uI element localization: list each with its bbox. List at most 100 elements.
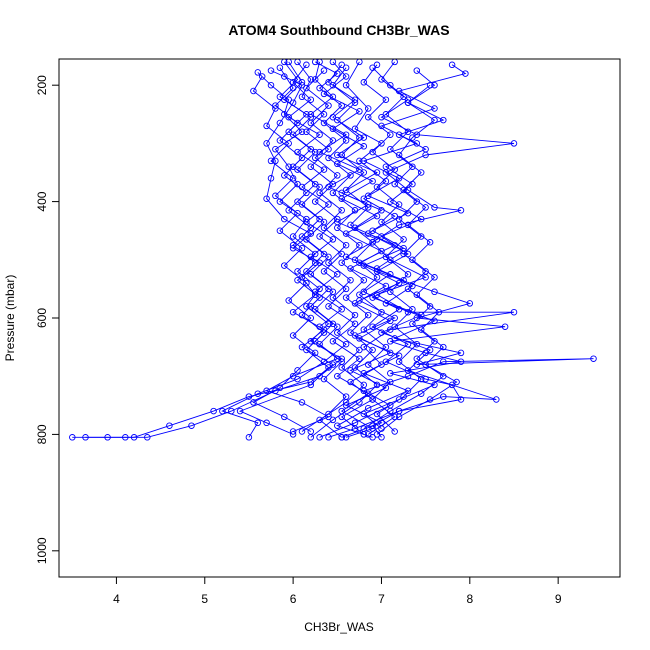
data-point — [307, 145, 315, 153]
data-point — [281, 96, 288, 103]
data-point — [334, 355, 341, 362]
data-point — [303, 189, 310, 197]
data-point — [369, 148, 376, 156]
data-point — [360, 262, 368, 269]
data-point — [378, 113, 385, 121]
data-point — [347, 265, 354, 272]
data-point — [382, 282, 390, 290]
data-point — [422, 204, 429, 211]
data-point — [378, 361, 385, 368]
data-point — [276, 384, 284, 392]
data-point — [303, 268, 310, 275]
data-point — [285, 163, 292, 170]
data-point — [303, 128, 310, 136]
data-point — [329, 361, 337, 368]
data-point — [400, 93, 407, 101]
series-layer — [69, 58, 597, 441]
data-point — [329, 416, 337, 424]
y-tick-label: 200 — [35, 75, 49, 95]
y-axis-label: Pressure (mbar) — [3, 275, 17, 362]
data-point — [356, 58, 363, 66]
data-point — [272, 192, 279, 200]
data-point — [409, 282, 416, 290]
data-point — [316, 183, 323, 191]
data-point — [356, 259, 363, 266]
data-point — [320, 166, 328, 173]
data-point — [276, 93, 284, 101]
data-point — [311, 338, 319, 345]
data-point — [325, 201, 332, 208]
data-point — [360, 370, 368, 377]
data-point — [356, 291, 363, 298]
data-point — [431, 274, 438, 281]
data-point — [369, 346, 376, 354]
data-point — [369, 434, 376, 441]
data-point — [448, 61, 456, 69]
data-point — [404, 308, 412, 316]
data-point — [334, 422, 341, 429]
data-point — [369, 177, 376, 185]
data-point — [457, 358, 465, 365]
data-point — [493, 396, 500, 403]
series-line — [363, 64, 422, 432]
data-point — [351, 364, 359, 371]
data-point — [391, 323, 398, 330]
data-point — [254, 69, 262, 76]
data-point — [369, 239, 376, 246]
data-point — [378, 233, 385, 240]
data-point — [298, 79, 306, 86]
data-point — [334, 215, 341, 223]
data-point — [387, 81, 394, 89]
data-point — [457, 396, 465, 403]
data-point — [338, 207, 345, 214]
data-point — [338, 306, 345, 313]
data-point — [325, 320, 332, 328]
series-line — [305, 70, 365, 438]
data-point — [329, 189, 337, 197]
data-point — [378, 434, 385, 441]
data-point — [320, 268, 328, 275]
data-point — [285, 128, 292, 136]
y-tick-label: 400 — [35, 191, 49, 211]
data-point — [409, 256, 416, 264]
series-line — [72, 70, 334, 438]
data-point — [316, 294, 323, 301]
series-18 — [329, 64, 398, 438]
data-point — [382, 384, 390, 392]
data-point — [329, 137, 337, 144]
data-point — [254, 390, 262, 397]
data-point — [329, 288, 337, 296]
data-point — [285, 297, 292, 304]
x-tick-label: 8 — [466, 592, 473, 606]
series-20 — [373, 81, 460, 438]
data-point — [409, 134, 416, 141]
data-point — [382, 111, 390, 118]
data-point — [294, 375, 301, 383]
series-line — [319, 61, 594, 438]
data-point — [409, 163, 416, 170]
data-point — [391, 335, 398, 342]
data-point — [316, 372, 323, 380]
data-point — [510, 140, 518, 147]
x-tick-label: 9 — [555, 592, 562, 606]
data-point — [338, 102, 345, 109]
data-point — [325, 285, 332, 293]
data-point — [267, 157, 275, 165]
data-point — [236, 407, 244, 415]
data-point — [387, 131, 394, 138]
data-point — [501, 323, 509, 330]
data-point — [373, 183, 381, 191]
data-point — [395, 413, 403, 421]
series-12 — [320, 58, 412, 441]
data-point — [311, 180, 319, 188]
data-point — [395, 131, 403, 138]
data-point — [360, 143, 368, 150]
data-point — [373, 291, 381, 298]
data-point — [329, 180, 337, 188]
data-point — [417, 233, 425, 240]
data-point — [285, 113, 292, 121]
data-point — [342, 73, 350, 80]
data-point — [342, 64, 350, 71]
x-tick-label: 4 — [113, 592, 120, 606]
